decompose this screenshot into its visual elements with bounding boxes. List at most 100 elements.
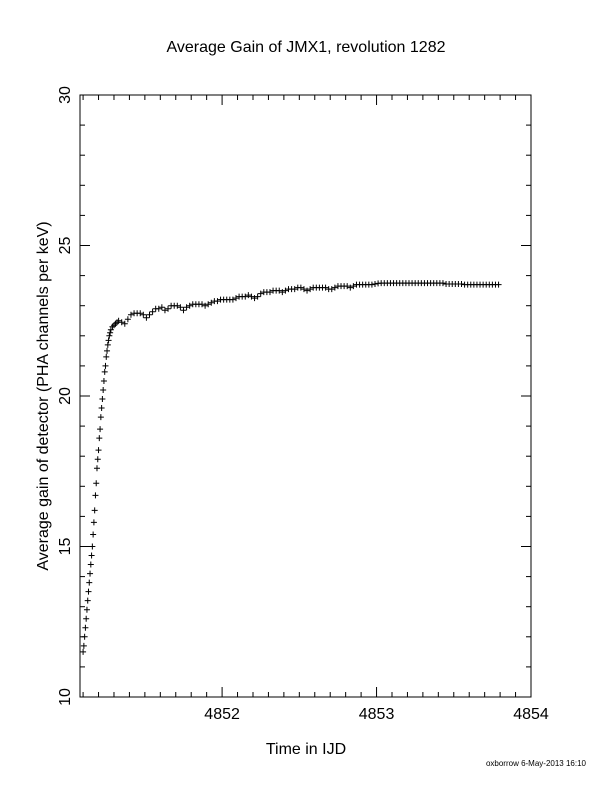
footer-credit: oxborrow 6-May-2013 16:10 [486,759,587,768]
data-point [202,302,209,309]
data-point [208,299,215,306]
data-point [100,377,107,384]
data-point [458,281,465,288]
data-point [149,308,156,315]
data-point [105,337,112,344]
data-point [90,519,97,526]
data-point [245,292,252,299]
data-point [495,281,502,288]
y-tick-label: 10 [57,688,74,706]
data-point [257,290,264,297]
data-point [92,492,99,499]
data-point [177,304,184,311]
data-point [87,570,94,577]
data-point [214,298,221,305]
data-point [124,316,131,323]
data-point [101,368,108,375]
data-point [297,284,304,291]
data-point [232,295,239,302]
data-point [83,606,90,613]
y-tick-label: 20 [57,387,74,405]
data-point [90,531,97,538]
data-point [84,597,91,604]
axis-ticks [80,94,532,698]
x-tick-label: 4853 [359,706,395,723]
data-point [83,615,90,622]
data-point [86,579,93,586]
data-point [183,304,190,311]
data-point [146,311,153,318]
data-point [322,284,329,291]
plot-frame [79,94,532,698]
data-point [368,281,375,288]
data-point [350,283,357,290]
data-point [372,281,379,288]
data-point [93,480,100,487]
data-point [99,396,106,403]
data-point [106,332,113,339]
data-point [85,588,92,595]
y-tick-label: 15 [57,538,74,556]
data-point [109,323,116,330]
data-point [328,286,335,293]
data-point [439,280,446,287]
data-point [89,543,96,550]
data-point [180,307,187,314]
x-tick-label: 4852 [204,706,240,723]
data-point [229,296,236,303]
data-point [107,326,114,333]
data-point [103,353,110,360]
data-point [174,302,181,309]
data-point [118,319,125,326]
data-point [115,317,122,324]
data-point [344,283,351,290]
data-point [158,304,165,311]
data-point [95,447,102,454]
data-point [347,284,354,291]
data-point [199,301,206,308]
data-point [102,362,109,369]
data-point [248,293,255,300]
data-point [282,287,289,294]
data-point [140,311,147,318]
data-point [242,293,249,300]
data-point [137,310,144,317]
data-point [279,289,286,296]
data-point [96,435,103,442]
data-point [251,295,258,302]
data-point [110,322,117,329]
data-point [276,287,283,294]
data-point [107,329,114,336]
data-point [307,286,314,293]
data-point [143,314,150,321]
data-point [97,414,104,421]
data-point [98,405,105,412]
data-point [121,320,128,327]
data-point [80,642,87,649]
y-axis-label: Average gain of detector (PHA channels p… [35,221,52,570]
data-point [104,347,111,354]
data-point [300,286,307,293]
data-point [88,552,95,559]
data-point [87,561,94,568]
data-point [94,456,101,463]
data-point [155,305,162,312]
data-point [186,302,193,309]
data-point [82,624,89,631]
data-point [266,289,273,296]
data-point [93,465,100,472]
data-point [80,648,87,655]
data-point [254,293,261,300]
y-tick-label: 30 [57,86,74,104]
data-point [331,284,338,291]
tick-labels: 10 15 20 25 30 4852 4853 4854 [57,86,549,723]
data-point [291,286,298,293]
data-point [304,287,311,294]
data-point [97,426,104,433]
data-point [127,311,134,318]
data-point [112,320,119,327]
x-tick-label: 4854 [513,706,549,723]
y-tick-label: 25 [57,237,74,255]
chart-title: Average Gain of JMX1, revolution 1282 [167,39,446,56]
